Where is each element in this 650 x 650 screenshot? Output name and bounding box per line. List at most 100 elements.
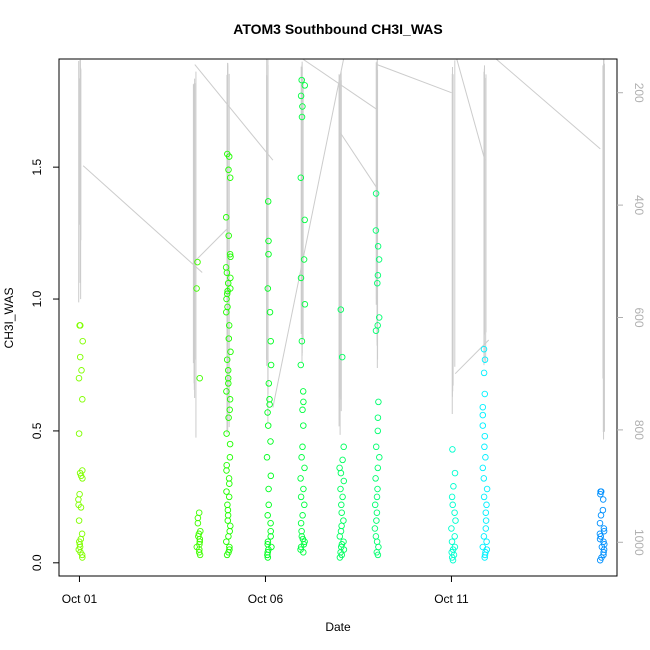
data-point xyxy=(339,493,346,501)
data-point xyxy=(301,538,308,545)
data-point xyxy=(297,543,305,551)
data-point xyxy=(223,461,230,469)
data-point xyxy=(479,411,487,419)
data-point xyxy=(223,388,230,395)
data-point xyxy=(299,103,306,110)
data-point xyxy=(374,243,382,250)
data-point xyxy=(336,554,344,561)
data-point xyxy=(483,501,490,509)
data-point xyxy=(374,272,382,279)
data-point xyxy=(225,475,233,482)
data-point xyxy=(223,269,231,276)
data-point xyxy=(226,174,234,181)
data-point xyxy=(482,517,490,524)
data-point xyxy=(225,232,232,239)
data-point xyxy=(79,396,86,403)
data-point xyxy=(336,533,344,540)
y2-tick-label: 1000 xyxy=(632,529,646,556)
data-point xyxy=(480,345,488,353)
data-point xyxy=(448,525,455,532)
y2-tick-label: 600 xyxy=(632,307,646,327)
data-point xyxy=(481,356,489,363)
data-point xyxy=(451,469,459,477)
data-point xyxy=(298,337,306,345)
data-point xyxy=(374,414,382,421)
data-point xyxy=(479,464,487,472)
data-point xyxy=(267,361,275,369)
data-point xyxy=(337,306,345,313)
data-point xyxy=(599,496,607,503)
data-point xyxy=(79,337,86,345)
data-point xyxy=(297,493,305,501)
data-point xyxy=(225,414,232,421)
plot-frame xyxy=(58,58,618,577)
data-point xyxy=(372,327,380,334)
data-point xyxy=(222,214,230,221)
data-point xyxy=(194,258,201,266)
y-axis-label: CH3I_WAS xyxy=(2,288,16,349)
data-point xyxy=(480,533,488,540)
data-point xyxy=(263,454,271,461)
data-point xyxy=(449,556,457,564)
data-point xyxy=(265,501,272,509)
data-point xyxy=(223,356,231,363)
data-point xyxy=(194,519,202,527)
data-point xyxy=(374,485,381,493)
data-point xyxy=(225,533,232,540)
data-point xyxy=(226,546,233,553)
data-point xyxy=(75,430,83,437)
data-point xyxy=(300,256,308,263)
data-point xyxy=(264,422,272,429)
data-point xyxy=(376,454,383,461)
data-point xyxy=(337,527,345,535)
data-point xyxy=(374,464,382,472)
data-point xyxy=(336,464,343,472)
transit-line xyxy=(194,227,229,262)
data-point xyxy=(448,493,456,501)
data-point xyxy=(223,295,230,303)
data-point xyxy=(298,76,305,84)
data-point xyxy=(375,398,382,406)
data-point xyxy=(226,480,233,487)
data-point xyxy=(264,512,271,519)
data-point xyxy=(267,438,274,445)
data-point xyxy=(299,388,307,395)
data-point xyxy=(265,250,272,258)
data-point xyxy=(75,374,83,382)
data-point xyxy=(374,279,381,287)
data-point xyxy=(226,406,233,414)
data-point xyxy=(225,322,233,329)
data-point xyxy=(373,538,381,545)
data-point xyxy=(267,472,275,480)
transit-line xyxy=(194,64,274,161)
transit-line xyxy=(272,59,345,408)
x-tick-label: Oct 11 xyxy=(434,592,469,606)
data-point xyxy=(481,443,488,451)
data-point xyxy=(196,538,204,545)
data-point xyxy=(481,554,488,561)
data-point xyxy=(374,427,382,435)
transit-line xyxy=(495,59,601,150)
data-point xyxy=(223,538,230,545)
data-point xyxy=(597,533,605,540)
data-point xyxy=(449,501,456,509)
data-point xyxy=(224,279,232,287)
data-point xyxy=(75,496,82,503)
data-point xyxy=(479,422,487,429)
scatter-points xyxy=(75,76,608,564)
data-point xyxy=(266,308,274,316)
data-point xyxy=(265,485,272,493)
transit-line xyxy=(376,64,452,94)
data-point xyxy=(300,549,307,556)
data-point xyxy=(372,227,380,234)
data-point xyxy=(300,398,307,406)
data-point xyxy=(452,517,459,524)
data-point xyxy=(375,543,382,551)
data-point xyxy=(267,533,274,540)
data-point xyxy=(479,543,487,551)
data-point xyxy=(597,512,605,519)
data-point xyxy=(299,406,306,414)
background-profiles xyxy=(78,59,605,440)
data-point xyxy=(597,490,604,498)
